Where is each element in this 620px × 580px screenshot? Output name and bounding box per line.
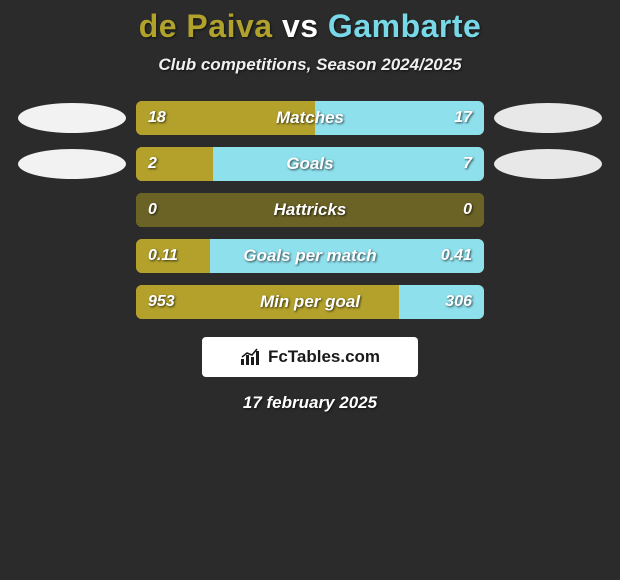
stat-bar: 953 306 Min per goal bbox=[136, 285, 484, 319]
stat-row: 953 306 Min per goal bbox=[0, 285, 620, 319]
stat-bar: 18 17 Matches bbox=[136, 101, 484, 135]
left-value: 18 bbox=[148, 109, 166, 127]
bar-right-fill bbox=[213, 147, 484, 181]
stat-row: 0.11 0.41 Goals per match bbox=[0, 239, 620, 273]
infographic-container: de Paiva vs Gambarte Club competitions, … bbox=[0, 0, 620, 413]
page-title: de Paiva vs Gambarte bbox=[0, 8, 620, 45]
stat-bar: 0 0 Hattricks bbox=[136, 193, 484, 227]
right-value: 7 bbox=[463, 155, 472, 173]
title-vs: vs bbox=[282, 8, 319, 44]
left-value: 953 bbox=[148, 293, 175, 311]
chart-icon bbox=[240, 348, 262, 366]
stat-row: 2 7 Goals bbox=[0, 147, 620, 181]
right-value: 17 bbox=[454, 109, 472, 127]
player2-marker bbox=[494, 103, 602, 133]
left-value: 0.11 bbox=[148, 247, 178, 265]
left-value: 0 bbox=[148, 201, 157, 219]
stat-label: Matches bbox=[276, 108, 344, 128]
right-value: 306 bbox=[445, 293, 472, 311]
stat-label: Goals per match bbox=[243, 246, 376, 266]
player1-marker bbox=[18, 103, 126, 133]
stat-row: 0 0 Hattricks bbox=[0, 193, 620, 227]
stat-row: 18 17 Matches bbox=[0, 101, 620, 135]
title-player2: Gambarte bbox=[328, 8, 481, 44]
date-text: 17 february 2025 bbox=[0, 393, 620, 413]
left-value: 2 bbox=[148, 155, 157, 173]
title-player1: de Paiva bbox=[139, 8, 273, 44]
player1-marker bbox=[18, 149, 126, 179]
stat-label: Min per goal bbox=[260, 292, 360, 312]
stat-bar: 0.11 0.41 Goals per match bbox=[136, 239, 484, 273]
subtitle: Club competitions, Season 2024/2025 bbox=[0, 55, 620, 75]
stat-label: Goals bbox=[286, 154, 333, 174]
stat-label: Hattricks bbox=[274, 200, 347, 220]
right-value: 0.41 bbox=[441, 247, 472, 265]
stat-bar: 2 7 Goals bbox=[136, 147, 484, 181]
right-value: 0 bbox=[463, 201, 472, 219]
brand-text: FcTables.com bbox=[268, 347, 380, 367]
brand-badge: FcTables.com bbox=[202, 337, 418, 377]
comparison-bars: 18 17 Matches 2 7 Goals 0 0 Hattricks 0.11 0.41 Goa… bbox=[0, 101, 620, 319]
player2-marker bbox=[494, 149, 602, 179]
